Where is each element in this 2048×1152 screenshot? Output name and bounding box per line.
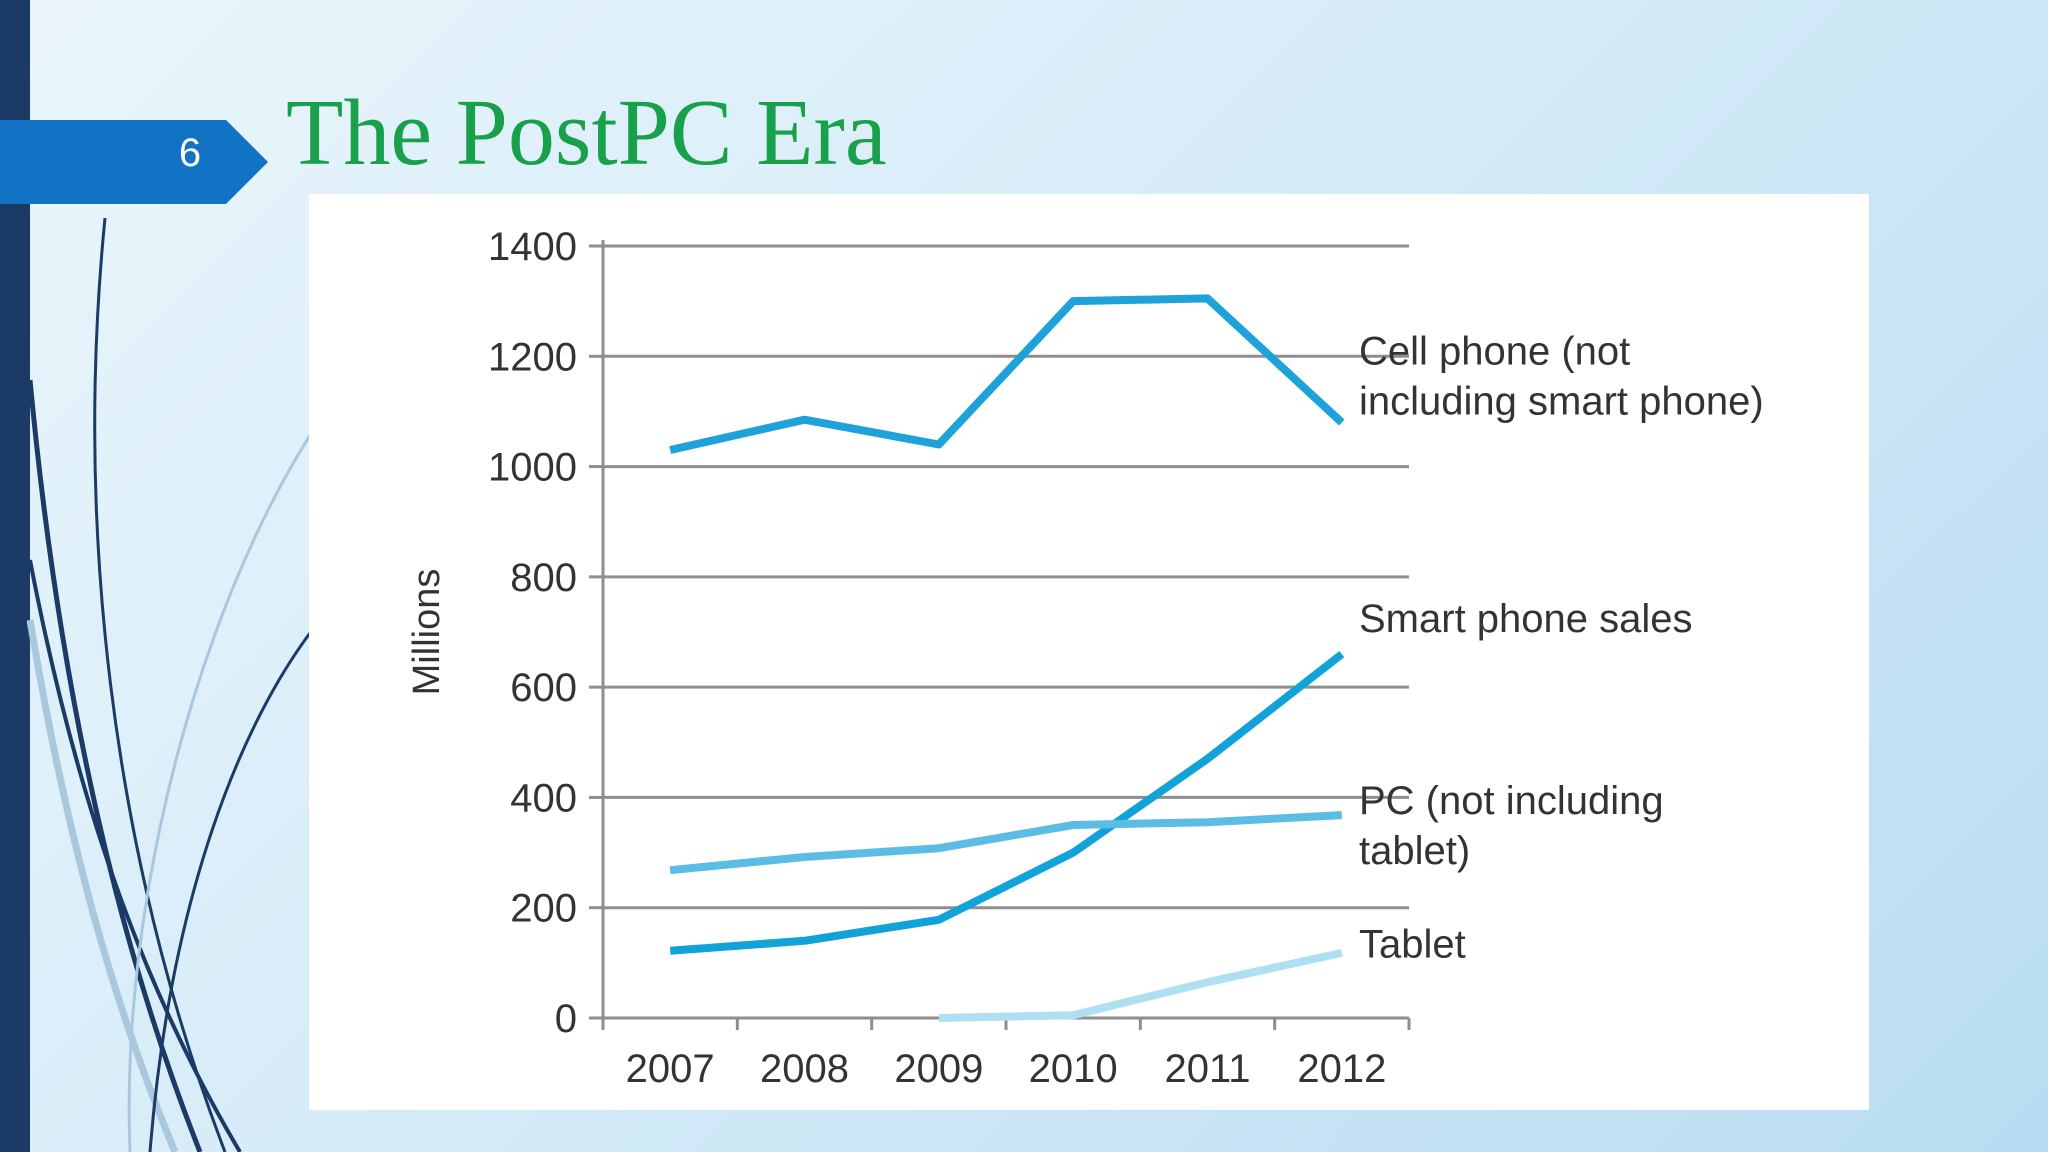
series-label: including smart phone) <box>1359 380 1764 424</box>
y-tick-label: 200 <box>510 887 577 931</box>
x-tick-label: 2010 <box>1029 1047 1118 1091</box>
x-tick-label: 2012 <box>1297 1047 1386 1091</box>
grid-lines <box>603 244 1409 910</box>
series-line <box>938 948 1343 1022</box>
series-lines <box>669 294 1345 1022</box>
y-tick-label: 1000 <box>488 446 577 490</box>
series-line <box>669 294 1345 454</box>
decor-curve <box>148 619 322 1152</box>
series-labels: Cell phone (not including smart phone) Sma… <box>1359 330 1764 967</box>
series-label: Cell phone (not <box>1359 330 1630 374</box>
x-tick-label: 2008 <box>760 1047 849 1091</box>
decor-curve <box>28 559 242 1152</box>
y-tick-label: 1400 <box>488 225 577 269</box>
x-tick-label: 2011 <box>1164 1047 1250 1091</box>
series-label: Tablet <box>1359 922 1466 966</box>
series-label: PC (not including <box>1359 779 1664 823</box>
decor-curve <box>93 217 227 1152</box>
chart-panel: 0 200 400 600 800 1000 1200 1400 2007 2008 2009 201… <box>309 194 1869 1110</box>
x-tick-label: 2009 <box>894 1047 983 1091</box>
y-tick-label: 400 <box>510 776 577 820</box>
slide-number-badge <box>0 120 268 204</box>
decor-curve <box>26 619 179 1152</box>
series-line <box>669 650 1345 955</box>
decor-curve <box>27 379 203 1152</box>
slide-title: The PostPC Era <box>286 81 887 185</box>
axis-ticks: 0 200 400 600 800 1000 1200 1400 2007 2008 2009 201… <box>488 225 1411 1091</box>
y-tick-label: 800 <box>510 556 577 600</box>
series-label: tablet) <box>1359 829 1470 873</box>
decor-curve <box>127 419 322 1152</box>
y-tick-label: 600 <box>510 666 577 710</box>
x-tick-label: 2007 <box>626 1047 715 1091</box>
y-tick-label: 1200 <box>488 335 577 379</box>
y-tick-label: 0 <box>555 997 577 1041</box>
slide-number: 6 <box>178 131 202 175</box>
y-axis-label: Millions <box>406 569 448 696</box>
series-line <box>669 811 1343 875</box>
series-label: Smart phone sales <box>1359 597 1693 641</box>
line-chart: 0 200 400 600 800 1000 1200 1400 2007 2008 2009 201… <box>406 225 1764 1091</box>
